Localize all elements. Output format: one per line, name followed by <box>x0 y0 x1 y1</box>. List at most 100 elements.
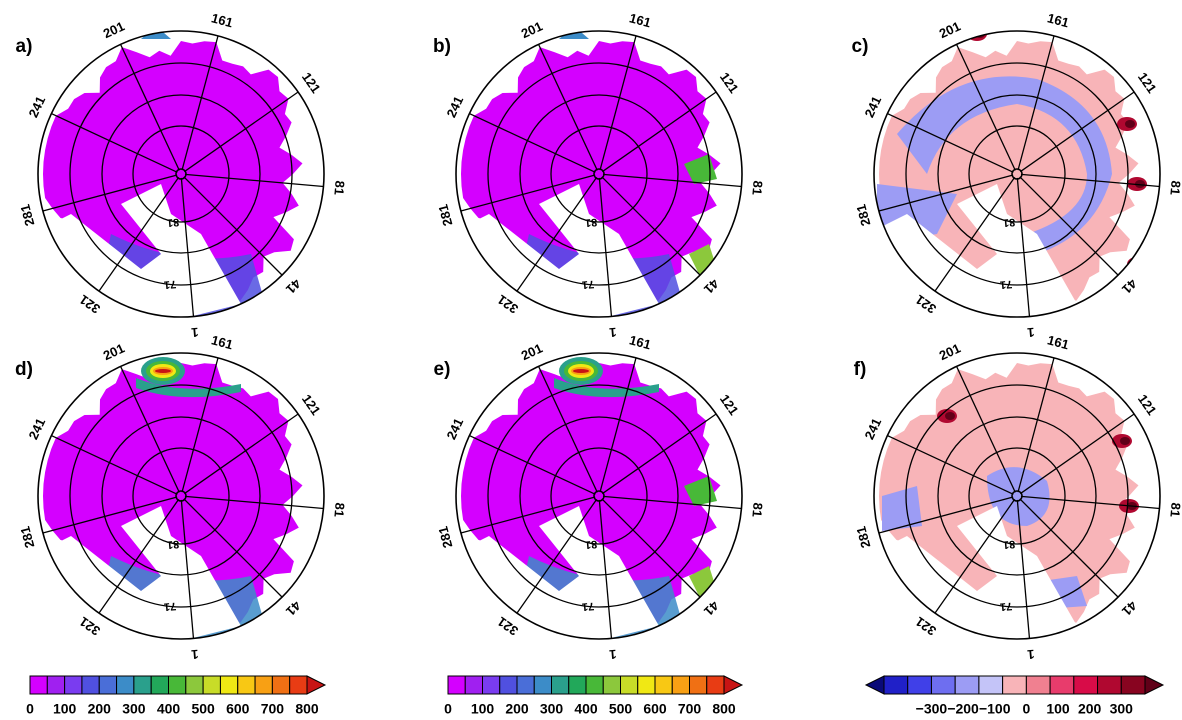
pole-marker <box>175 168 187 180</box>
land-field <box>43 363 303 631</box>
longitude-label: 161 <box>210 10 235 30</box>
longitude-label: 281 <box>435 203 455 228</box>
meridian-line <box>98 176 180 292</box>
longitude-label: 201 <box>519 340 545 363</box>
field-band-north <box>136 378 241 398</box>
meridian-line <box>599 35 637 171</box>
latitude-circle <box>101 94 261 254</box>
colorbar-swatch <box>133 675 152 695</box>
meridian-line <box>460 496 596 534</box>
panel-e: 201 161 121 81 41 1 321 281 241 81 71 e) <box>434 332 766 662</box>
longitude-label: 281 <box>853 525 873 550</box>
meridian-line <box>469 112 596 173</box>
colorbar-tick-label: 200 <box>88 701 112 717</box>
panel-c: 201 161 121 81 41 1 321 281 241 81 71 c) <box>852 10 1182 340</box>
colorbar-swatch <box>671 675 690 695</box>
latitude-label: 71 <box>581 600 594 613</box>
colorbar-swatch <box>271 675 291 695</box>
meridian-line <box>599 357 637 493</box>
land-field <box>461 363 721 631</box>
field-negative-center <box>987 467 1050 526</box>
colorbar-arrow-high <box>306 675 327 695</box>
field-band-north <box>554 378 659 398</box>
latitude-label: 81 <box>1002 538 1015 551</box>
field-positive-core <box>1135 180 1145 188</box>
longitude-label: 321 <box>913 614 939 639</box>
colorbar-swatch <box>81 675 100 695</box>
latitude-circle <box>905 384 1129 608</box>
pole-marker <box>593 168 605 180</box>
colorbar-swatch <box>237 675 256 695</box>
colorbar-swatch <box>954 675 980 695</box>
colorbar-abs-right: 0 100 200 300 400 500 600 700 800 <box>444 675 744 717</box>
colorbar-swatch <box>637 675 656 695</box>
meridian-line <box>601 413 717 495</box>
colorbar-swatch <box>706 675 725 695</box>
longitude-label: 161 <box>628 10 653 30</box>
field-positive-spot <box>1127 257 1147 271</box>
colorbar-swatch <box>150 675 169 695</box>
colorbar-swatch <box>516 675 535 695</box>
longitude-label: 41 <box>701 276 722 297</box>
latitude-circle <box>132 447 230 545</box>
colorbar-arrow-low <box>864 675 885 695</box>
meridian-line <box>602 495 742 510</box>
colorbar-swatch <box>568 675 587 695</box>
meridian-line <box>1019 413 1135 495</box>
colorbar-tick-label: 600 <box>643 701 667 717</box>
longitude-label: 41 <box>701 598 722 619</box>
meridian-line <box>1020 173 1160 188</box>
longitude-label: 1 <box>609 647 618 663</box>
latitude-circle <box>455 30 743 318</box>
meridian-line <box>598 177 613 317</box>
longitude-label: 41 <box>283 598 304 619</box>
colorbar-swatch <box>447 675 466 695</box>
field-positive-core <box>1130 592 1140 600</box>
longitude-label: 241 <box>25 416 48 442</box>
meridian-line <box>601 91 717 173</box>
meridian-line <box>180 499 195 639</box>
latitude-circle <box>487 62 711 286</box>
colorbar-swatch <box>185 675 204 695</box>
longitude-label: 81 <box>1167 180 1182 196</box>
colorbar-swatch <box>29 675 48 695</box>
field-positive-core <box>945 412 955 420</box>
longitude-label: 241 <box>861 94 884 120</box>
latitude-circle <box>905 62 1129 286</box>
colorbar-tick-label: 200 <box>1078 701 1102 717</box>
latitude-label: 71 <box>999 278 1012 291</box>
colorbar-tick-label: 100 <box>53 701 77 717</box>
latitude-circle <box>69 62 293 286</box>
pole-marker <box>1011 490 1023 502</box>
colorbar-arrow-high <box>1144 675 1165 695</box>
meridian-line <box>51 434 178 495</box>
longitude-label: 241 <box>443 416 466 442</box>
longitude-label: 1 <box>609 325 618 341</box>
meridian-line <box>887 434 1014 495</box>
colorbar-tick-label: −200 <box>947 701 979 717</box>
latitude-circle <box>519 94 679 254</box>
latitude-label: 71 <box>163 278 176 291</box>
longitude-label: 1 <box>191 325 200 341</box>
longitude-label: 281 <box>17 525 37 550</box>
meridian-line <box>602 173 742 188</box>
colorbar-swatch <box>1097 675 1122 695</box>
longitude-label: 321 <box>913 292 939 317</box>
colorbar-tick-label: 300 <box>122 701 146 717</box>
panel-a: 201 161 121 81 41 1 321 281 241 81 71 a) <box>16 10 348 340</box>
latitude-circle <box>937 416 1097 576</box>
meridian-line <box>119 366 180 493</box>
latitude-label: 81 <box>1002 216 1015 229</box>
meridian-line <box>516 498 598 614</box>
meridian-line <box>887 112 1014 173</box>
longitude-label: 81 <box>331 180 347 196</box>
meridian-line <box>183 413 299 495</box>
meridian-line <box>601 176 701 276</box>
latitude-circle <box>101 416 261 576</box>
land-field <box>461 41 721 309</box>
meridian-line <box>183 176 283 276</box>
latitude-circle <box>69 384 293 608</box>
colorbar-tick-label: 0 <box>1022 701 1030 717</box>
meridian-line <box>1016 177 1031 317</box>
meridian-line <box>598 499 613 639</box>
